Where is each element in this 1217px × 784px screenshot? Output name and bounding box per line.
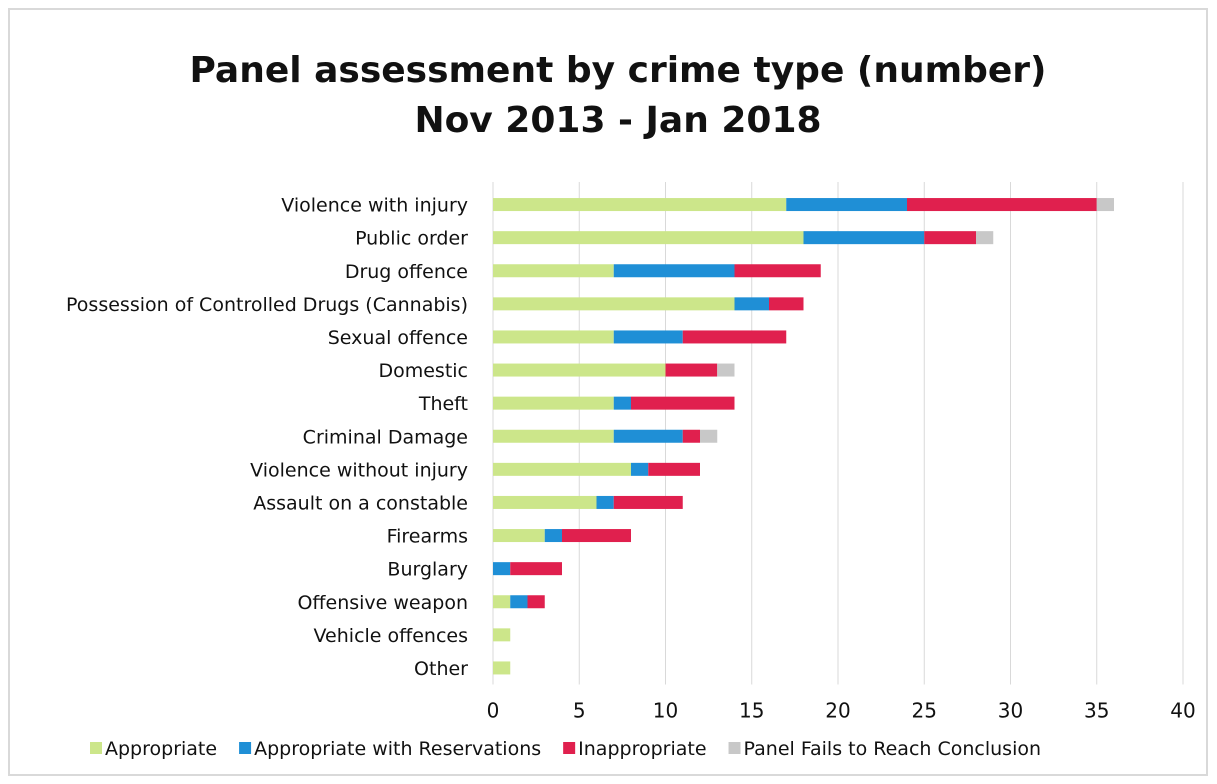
x-tick-label-8: 40 — [1170, 699, 1195, 723]
bar-14-series-0 — [493, 661, 511, 675]
bar-11-series-2 — [510, 562, 562, 576]
bar-6-series-2 — [631, 396, 735, 410]
bar-2-series-0 — [493, 264, 614, 278]
x-tick-labels: 0 5 10 15 20 25 30 35 40 — [487, 699, 1196, 723]
category-label-7: Criminal Damage — [303, 426, 468, 448]
bar-8-series-1 — [631, 462, 649, 476]
category-labels: Violence with injury Public order Drug off… — [66, 195, 468, 680]
bar-1-series-1 — [803, 231, 925, 245]
bar-0-series-1 — [786, 198, 907, 212]
bar-12-series-1 — [510, 595, 528, 609]
bar-0-series-0 — [493, 198, 787, 212]
bar-5-series-3 — [717, 363, 735, 377]
bar-7-series-3 — [700, 429, 718, 443]
category-label-12: Offensive weapon — [297, 592, 468, 614]
bar-10-series-0 — [493, 529, 545, 543]
chart-title: Panel assessment by crime type (number) — [189, 50, 1046, 91]
category-label-8: Violence without injury — [250, 459, 468, 481]
bar-11-series-1 — [493, 562, 511, 576]
bar-12-series-0 — [493, 595, 511, 609]
bar-7-series-1 — [613, 429, 683, 443]
legend-swatch-3 — [728, 742, 741, 754]
bars-layer — [493, 198, 1114, 675]
legend-label-2: Inappropriate — [578, 738, 706, 760]
x-tick-label-0: 0 — [487, 699, 500, 723]
x-tick-label-1: 5 — [573, 699, 586, 723]
category-label-14: Other — [414, 658, 468, 680]
x-tick-label-3: 15 — [739, 699, 764, 723]
bar-8-series-2 — [648, 462, 700, 476]
bar-1-series-0 — [493, 231, 804, 245]
bar-3-series-1 — [734, 297, 769, 311]
category-label-9: Assault on a constable — [253, 492, 468, 514]
legend-label-3: Panel Fails to Reach Conclusion — [744, 738, 1042, 760]
bar-7-series-0 — [493, 429, 614, 443]
bar-3-series-2 — [769, 297, 804, 311]
chart-svg: Panel assessment by crime type (number) … — [66, 50, 1196, 760]
bar-8-series-0 — [493, 462, 631, 476]
legend-label-1: Appropriate with Reservations — [254, 738, 541, 760]
bar-13-series-0 — [493, 628, 511, 642]
category-label-1: Public order — [355, 228, 468, 250]
bar-0-series-2 — [907, 198, 1097, 212]
bar-5-series-0 — [493, 363, 666, 377]
x-tick-label-2: 10 — [653, 699, 678, 723]
legend: Appropriate Appropriate with Reservations… — [90, 738, 1041, 760]
x-tick-label-6: 30 — [998, 699, 1023, 723]
category-label-3: Possession of Controlled Drugs (Cannabis… — [66, 294, 468, 316]
bar-12-series-2 — [527, 595, 545, 609]
bar-9-series-1 — [596, 495, 614, 509]
legend-swatch-1 — [239, 742, 252, 754]
bar-4-series-0 — [493, 330, 614, 344]
legend-swatch-0 — [90, 742, 102, 754]
chart-frame: Panel assessment by crime type (number) … — [8, 8, 1208, 776]
bar-7-series-2 — [682, 429, 700, 443]
bar-1-series-3 — [976, 231, 994, 245]
x-tick-label-4: 20 — [825, 699, 850, 723]
category-label-4: Sexual offence — [328, 327, 468, 349]
bar-4-series-1 — [613, 330, 683, 344]
legend-label-0: Appropriate — [105, 738, 217, 760]
bar-6-series-0 — [493, 396, 614, 410]
category-label-13: Vehicle offences — [314, 625, 468, 647]
bar-9-series-0 — [493, 495, 597, 509]
bar-10-series-1 — [544, 529, 562, 543]
bar-1-series-2 — [924, 231, 976, 245]
x-tick-label-7: 35 — [1084, 699, 1109, 723]
category-label-11: Burglary — [387, 559, 468, 581]
category-label-5: Domestic — [378, 360, 468, 382]
category-label-2: Drug offence — [345, 261, 468, 283]
bar-0-series-3 — [1096, 198, 1114, 212]
bar-2-series-2 — [734, 264, 821, 278]
bar-10-series-2 — [562, 529, 631, 543]
x-tick-label-5: 25 — [912, 699, 937, 723]
bar-6-series-1 — [613, 396, 631, 410]
chart-subtitle: Nov 2013 - Jan 2018 — [414, 100, 821, 141]
category-label-6: Theft — [418, 393, 468, 415]
bar-2-series-1 — [613, 264, 735, 278]
bar-4-series-2 — [682, 330, 787, 344]
bar-9-series-2 — [613, 495, 683, 509]
bar-3-series-0 — [493, 297, 735, 311]
bar-5-series-2 — [665, 363, 718, 377]
category-label-10: Firearms — [387, 526, 468, 548]
category-label-0: Violence with injury — [281, 195, 468, 217]
legend-swatch-2 — [563, 742, 576, 754]
